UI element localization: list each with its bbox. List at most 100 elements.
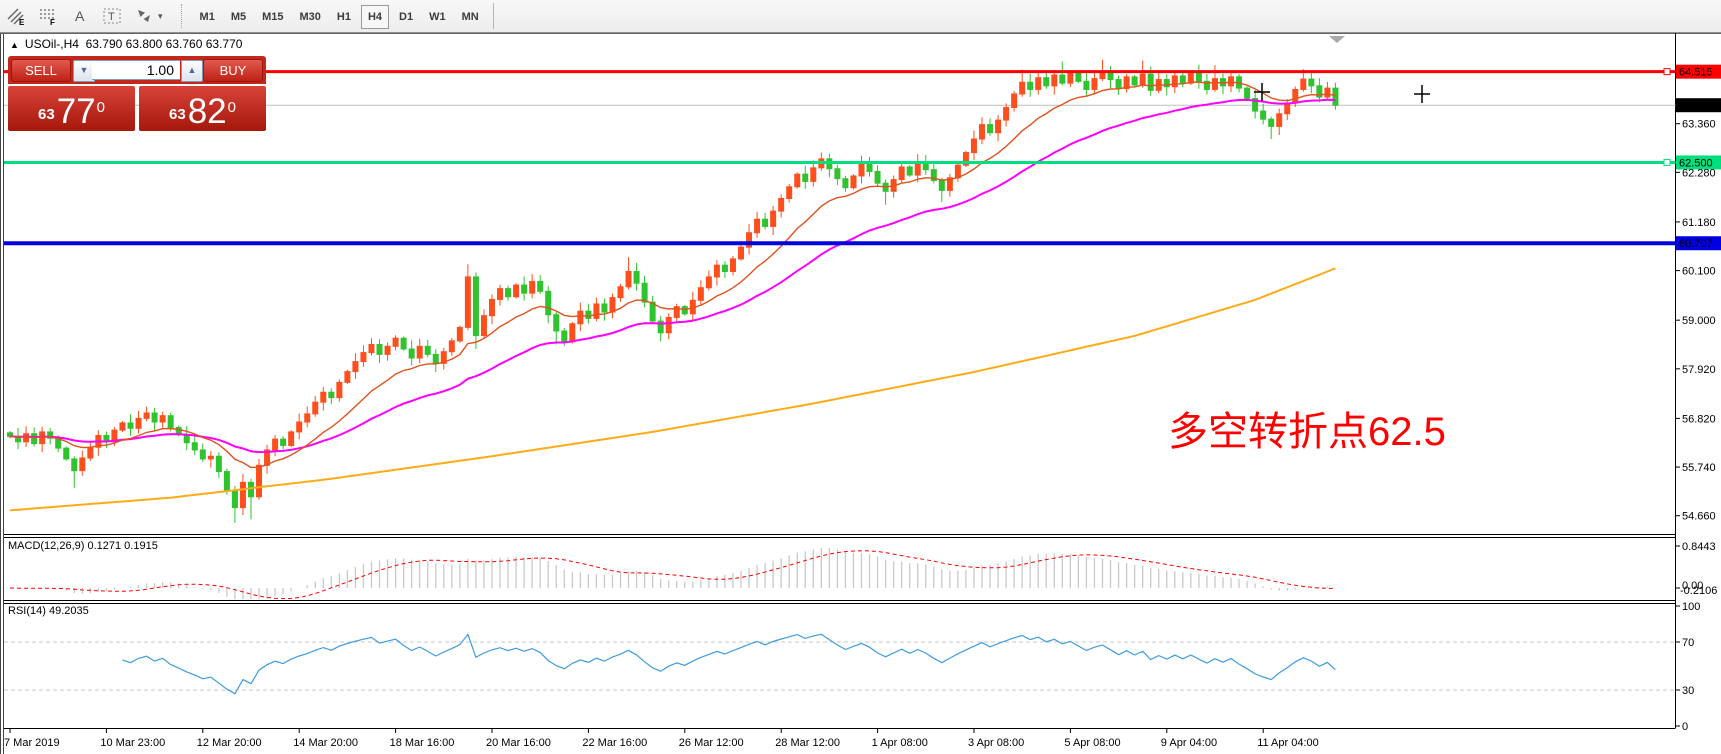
svg-text:30: 30 (1682, 685, 1694, 697)
svg-text:61.180: 61.180 (1682, 217, 1716, 229)
svg-text:0: 0 (1682, 721, 1688, 733)
trade-panel-top-band: SELL ▼ ▲ BUY (8, 56, 266, 84)
price-chart-canvas[interactable]: 64.515 62.500 60.707 63.770 63.360 62.280 61.1… (0, 33, 1721, 754)
buy-price-button[interactable]: 63 82 0 (139, 86, 266, 131)
svg-text:59.000: 59.000 (1682, 315, 1716, 327)
arrows-tool-icon[interactable] (131, 4, 157, 28)
volume-input[interactable] (92, 60, 180, 80)
svg-text:22 Mar 16:00: 22 Mar 16:00 (582, 737, 647, 749)
crosshair-marker (1254, 83, 1270, 101)
candles-down (7, 61, 1339, 523)
svg-text:0.00: 0.00 (1682, 580, 1703, 592)
tf-button-M1[interactable]: M1 (199, 11, 215, 23)
svg-text:14 Mar 20:00: 14 Mar 20:00 (293, 737, 358, 749)
tf-button-H4[interactable]: H4 (360, 5, 390, 29)
symbol-period: USOil-,H4 (24, 37, 79, 51)
buy-price-sup: 0 (227, 99, 236, 116)
svg-text:-0.2106: -0.2106 (1680, 585, 1717, 597)
svg-text:56.820: 56.820 (1682, 413, 1716, 425)
chart-title: ▲ USOil-,H4 63.790 63.800 63.760 63.770 (10, 37, 242, 51)
channel-tool-icon[interactable]: E (3, 4, 29, 28)
tf-button-M30[interactable]: M30 (299, 11, 321, 23)
sell-price-sup: 0 (96, 99, 105, 116)
svg-text:1 Apr 08:00: 1 Apr 08:00 (872, 737, 928, 749)
tf-button-MN[interactable]: MN (461, 11, 479, 23)
macd-histogram (17, 548, 1337, 599)
toolbar: E F A T (0, 0, 1721, 33)
sell-price-big: 77 (56, 92, 96, 131)
svg-text:7 Mar 2019: 7 Mar 2019 (4, 737, 60, 749)
horizontal-level-lines[interactable]: 64.515 62.500 60.707 (4, 64, 1721, 251)
svg-text:18 Mar 16:00: 18 Mar 16:00 (390, 737, 455, 749)
collapse-arrow-icon[interactable]: ▲ (10, 40, 19, 50)
svg-text:28 Mar 12:00: 28 Mar 12:00 (775, 737, 840, 749)
tf-button-M15[interactable]: M15 (262, 11, 284, 23)
pane-borders (0, 33, 1721, 754)
macd-signal-line (9, 550, 1336, 600)
svg-text:0.8443: 0.8443 (1682, 541, 1716, 553)
rsi-line (122, 633, 1336, 695)
sell-price-button[interactable]: 63 77 0 (8, 86, 135, 131)
current-price-badge (1676, 98, 1721, 113)
rsi-indicator-label: RSI(14) 49.2035 (8, 605, 89, 617)
time-axis: 7 Mar 2019 10 Mar 23:00 12 Mar 20:00 14 Mar… (4, 728, 1319, 749)
line-handle[interactable] (1663, 158, 1671, 166)
svg-text:63.360: 63.360 (1682, 119, 1716, 131)
svg-text:57.920: 57.920 (1682, 364, 1716, 376)
sell-button[interactable]: SELL (11, 59, 71, 82)
chart-annotation-text: 多空转折点62.5 (1168, 410, 1446, 454)
tf-button-H1[interactable]: H1 (336, 11, 351, 23)
svg-text:63.770: 63.770 (1679, 100, 1713, 112)
macd-axis: 0.8443 0.00-0.2106 (1675, 541, 1717, 597)
text-tool-icon[interactable]: A (67, 4, 93, 28)
rsi-axis: 100 70 30 0 (1675, 601, 1700, 733)
volume-decrease-button[interactable]: ▼ (73, 60, 95, 82)
crosshair-marker (1414, 85, 1430, 103)
buy-price-prefix: 63 (169, 106, 186, 123)
price-badge: 60.707 (1679, 238, 1713, 250)
svg-text:20 Mar 16:00: 20 Mar 16:00 (486, 737, 551, 749)
arrows-dropdown-icon[interactable]: ▾ (158, 10, 163, 21)
label-tool-icon[interactable]: T (99, 4, 125, 28)
svg-text:11 Apr 04:00: 11 Apr 04:00 (1257, 737, 1319, 749)
buy-button[interactable]: BUY (203, 59, 263, 82)
toolbar-separator (180, 4, 183, 28)
svg-text:60.100: 60.100 (1682, 266, 1716, 278)
ma-slow-line (9, 267, 1336, 512)
price-axis: 63.360 62.280 61.180 60.100 59.000 57.920 56.8… (1675, 119, 1716, 523)
price-badge: 64.515 (1679, 67, 1713, 79)
svg-text:70: 70 (1682, 637, 1694, 649)
svg-text:10 Mar 23:00: 10 Mar 23:00 (100, 737, 165, 749)
rsi-pane (4, 633, 1676, 695)
ma-fast-line (9, 81, 1336, 469)
svg-text:62.280: 62.280 (1682, 167, 1716, 179)
svg-text:26 Mar 12:00: 26 Mar 12:00 (679, 737, 744, 749)
svg-text:12 Mar 20:00: 12 Mar 20:00 (197, 737, 262, 749)
fibonacci-tool-icon[interactable]: F (35, 4, 61, 28)
fibonacci-tool-glyph: F (50, 18, 55, 26)
timeframe-group: M1 M5 M15 M30 H1 H4 D1 W1 MN (192, 5, 487, 29)
price-badge: 62.500 (1679, 157, 1713, 169)
chart-window: 64.515 62.500 60.707 63.770 63.360 62.280 61.1… (0, 33, 1721, 754)
tf-button-D1[interactable]: D1 (399, 11, 414, 23)
label-tool-glyph: T (108, 11, 115, 23)
macd-indicator-label: MACD(12,26,9) 0.1271 0.1915 (8, 540, 158, 552)
line-handle[interactable] (1663, 68, 1671, 76)
candles-up (23, 59, 1331, 516)
svg-text:55.740: 55.740 (1682, 462, 1716, 474)
svg-text:3 Apr 08:00: 3 Apr 08:00 (968, 737, 1024, 749)
volume-increase-button[interactable]: ▲ (181, 60, 203, 82)
toolbar-separator-2 (492, 3, 495, 29)
svg-text:9 Apr 04:00: 9 Apr 04:00 (1161, 737, 1217, 749)
svg-text:5 Apr 08:00: 5 Apr 08:00 (1064, 737, 1120, 749)
tf-button-M5[interactable]: M5 (230, 11, 247, 23)
svg-text:54.660: 54.660 (1682, 511, 1716, 523)
svg-text:100: 100 (1682, 601, 1700, 613)
ohlc-values: 63.790 63.800 63.760 63.770 (85, 37, 243, 51)
chart-shift-arrow-icon[interactable] (1329, 36, 1345, 43)
tf-button-W1[interactable]: W1 (429, 11, 446, 23)
buy-price-big: 82 (187, 92, 227, 131)
text-tool-glyph: A (75, 8, 85, 24)
